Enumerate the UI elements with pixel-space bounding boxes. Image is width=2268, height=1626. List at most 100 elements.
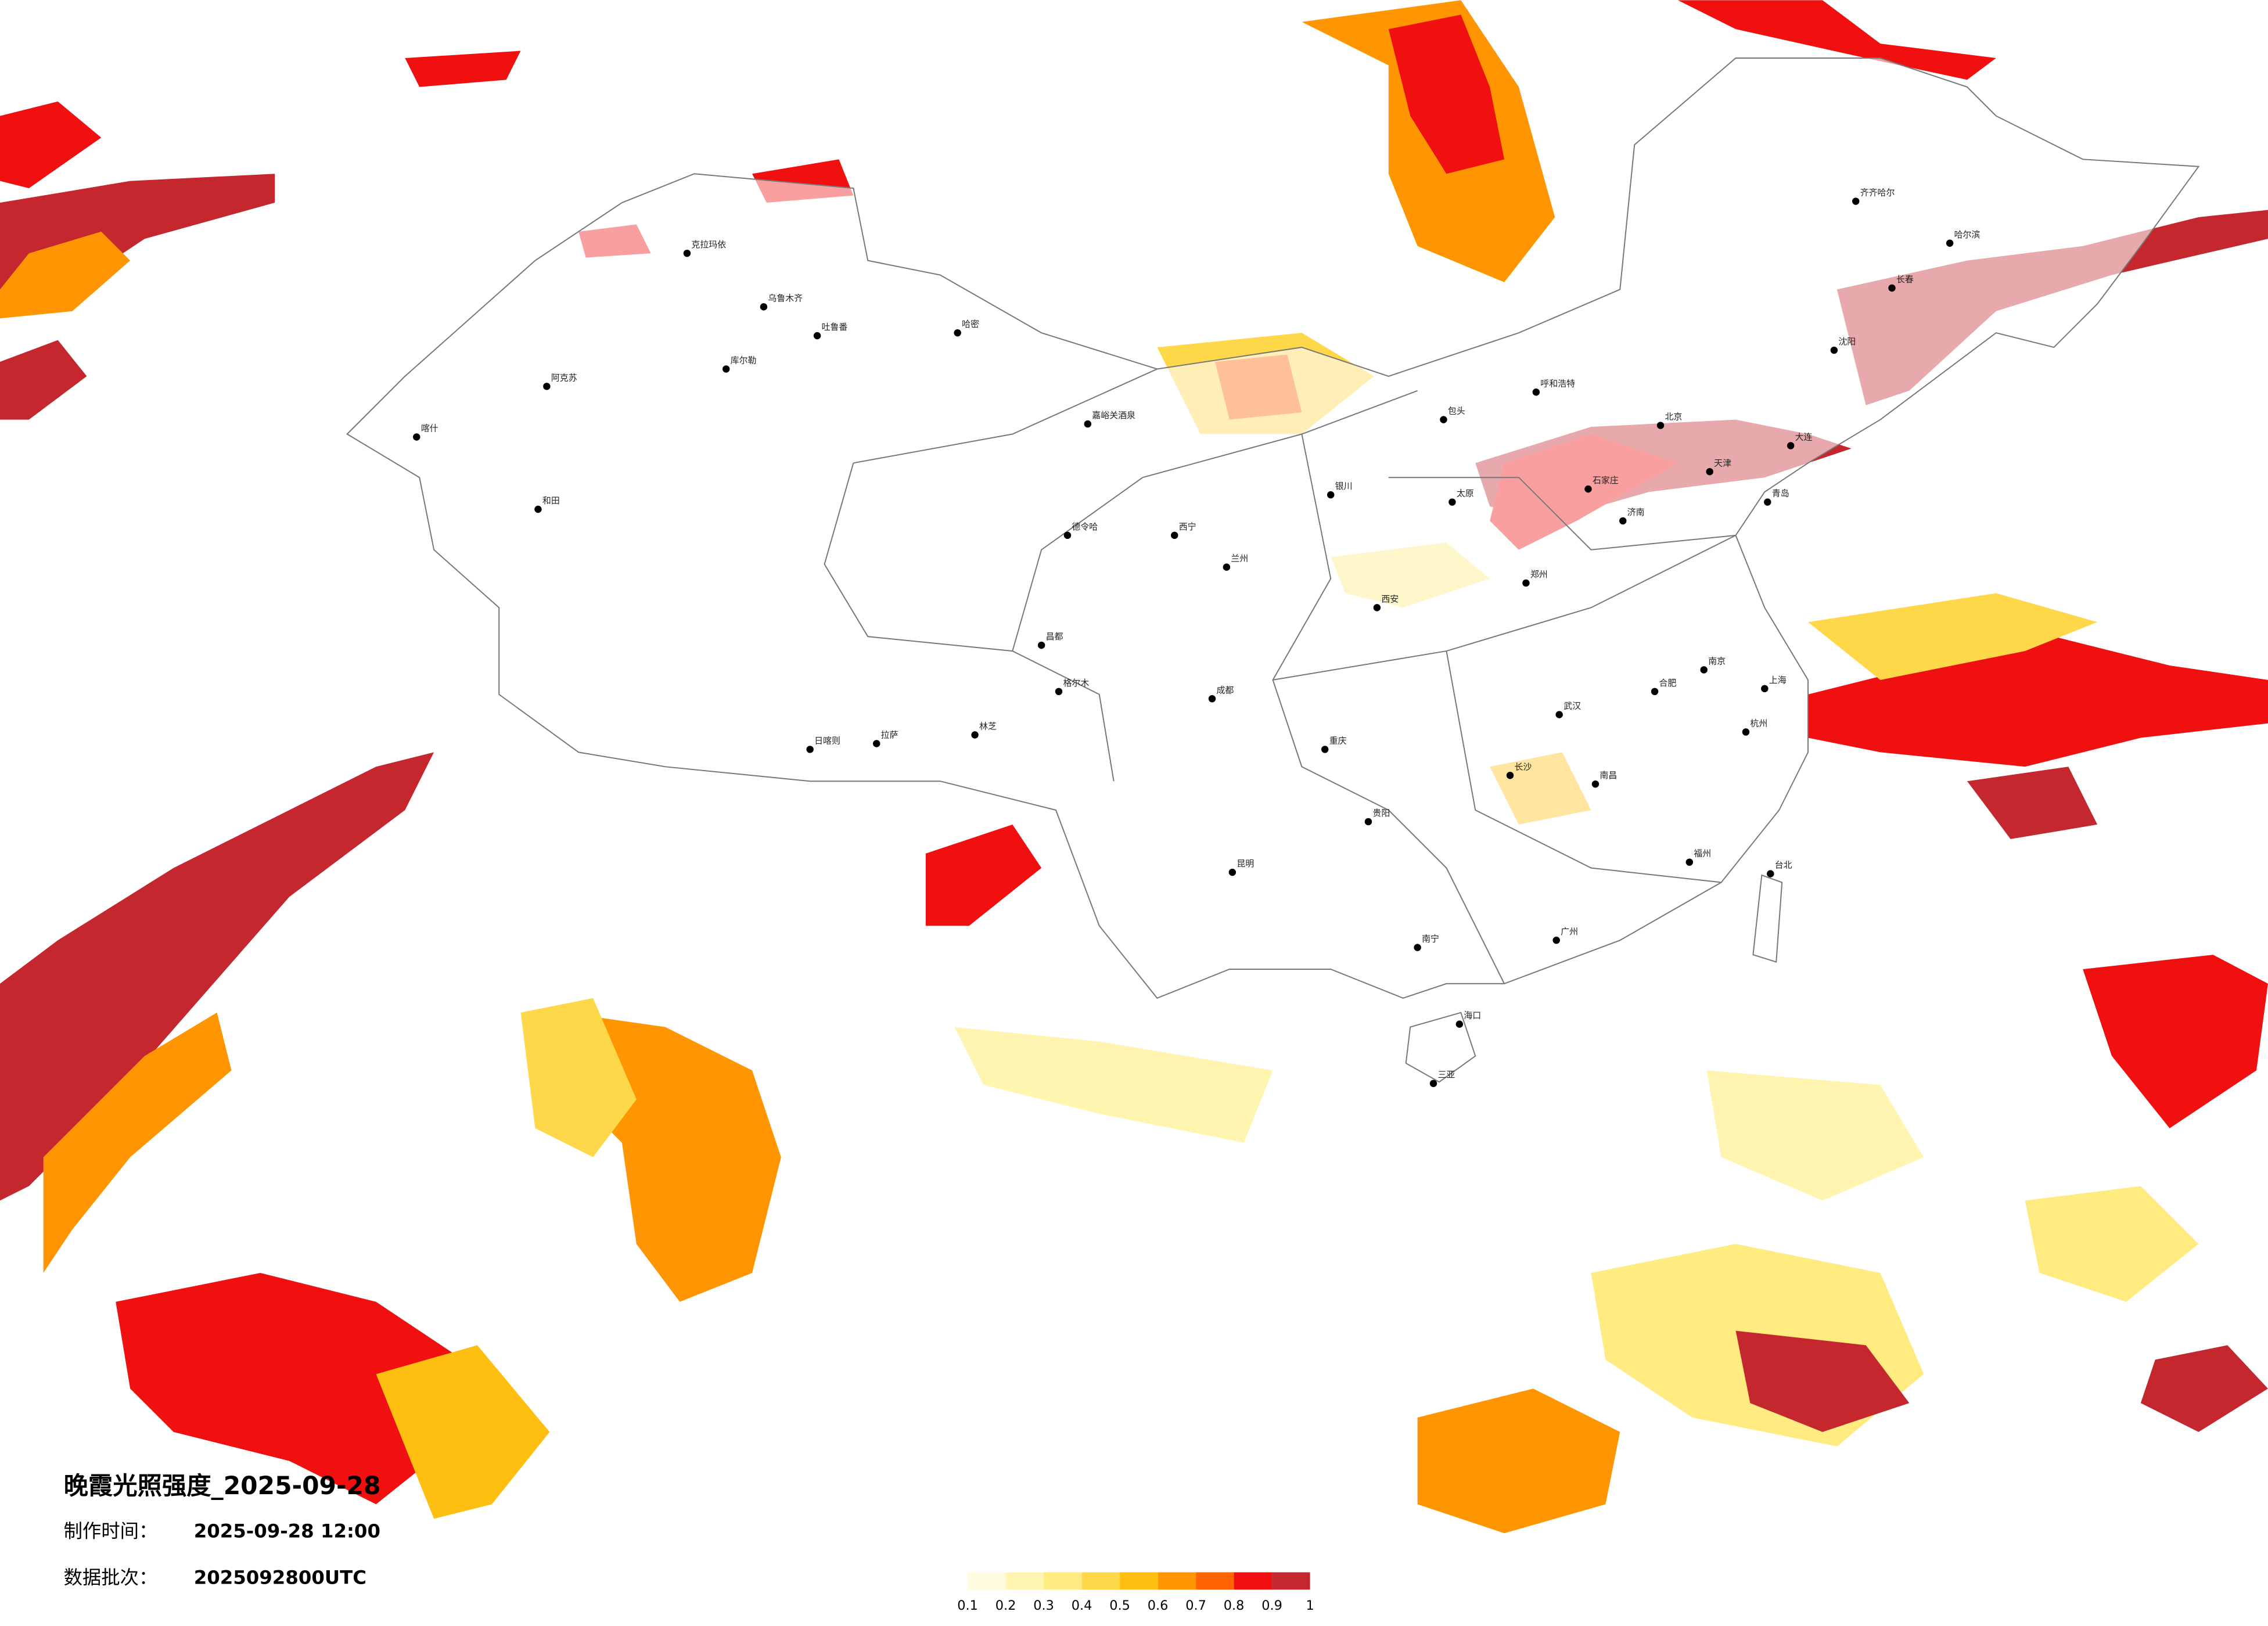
legend-swatch bbox=[1234, 1572, 1273, 1590]
city-label: 齐齐哈尔 bbox=[1860, 188, 1895, 198]
island-outline bbox=[1752, 874, 1783, 963]
city-label: 日喀则 bbox=[814, 735, 840, 746]
city-label: 喀什 bbox=[421, 423, 438, 434]
legend-tick-label: 0.3 bbox=[1033, 1598, 1054, 1613]
city-dot bbox=[722, 365, 730, 373]
city-dot bbox=[813, 332, 821, 340]
heat-region bbox=[2083, 955, 2268, 1128]
city-label: 长沙 bbox=[1514, 761, 1532, 772]
city-label: 西安 bbox=[1381, 593, 1399, 604]
city-dot bbox=[1364, 818, 1372, 826]
city-label: 格尔木 bbox=[1063, 678, 1089, 688]
city-dot bbox=[1656, 422, 1665, 429]
heat-region bbox=[520, 998, 637, 1157]
city-dot bbox=[971, 731, 979, 739]
legend-swatch bbox=[1005, 1572, 1044, 1590]
city-label: 济南 bbox=[1627, 507, 1645, 517]
city-label: 贵阳 bbox=[1372, 808, 1390, 818]
city-label: 银川 bbox=[1335, 481, 1353, 491]
city-dot bbox=[1619, 517, 1627, 525]
city-label: 南昌 bbox=[1600, 770, 1617, 780]
legend-swatch bbox=[1081, 1572, 1120, 1590]
city-label: 青岛 bbox=[1772, 488, 1789, 499]
city-dot bbox=[1055, 688, 1063, 696]
city-dot bbox=[954, 329, 961, 337]
city-label: 长春 bbox=[1896, 274, 1914, 285]
city-label: 成都 bbox=[1216, 685, 1234, 695]
legend-swatch bbox=[1120, 1572, 1158, 1590]
city-dot bbox=[1084, 420, 1092, 428]
city-label: 武汉 bbox=[1563, 701, 1581, 711]
city-dot bbox=[1532, 388, 1540, 396]
city-dot bbox=[1946, 239, 1954, 247]
legend-tick-label: 0.4 bbox=[1072, 1598, 1092, 1613]
city-label: 乌鲁木齐 bbox=[768, 293, 803, 303]
city-label: 海口 bbox=[1464, 1010, 1481, 1021]
city-dot bbox=[1700, 666, 1708, 674]
heat-region bbox=[2025, 1186, 2199, 1302]
city-label: 拉萨 bbox=[881, 729, 898, 740]
legend-tick-label: 0.6 bbox=[1148, 1598, 1169, 1613]
city-label: 杭州 bbox=[1750, 718, 1767, 729]
heat-region bbox=[1417, 1388, 1620, 1534]
city-label: 昆明 bbox=[1237, 858, 1254, 869]
city-label: 重庆 bbox=[1329, 735, 1347, 746]
city-dot bbox=[872, 740, 880, 747]
city-label: 天津 bbox=[1714, 458, 1731, 468]
city-dot bbox=[1685, 858, 1694, 866]
city-dot bbox=[1063, 531, 1072, 539]
city-dot bbox=[1888, 284, 1896, 292]
city-dot bbox=[1506, 772, 1514, 779]
city-dot bbox=[1171, 531, 1178, 539]
legend-tick-label: 0.5 bbox=[1109, 1598, 1130, 1613]
city-dot bbox=[1591, 780, 1600, 788]
legend-tick-label: 0.9 bbox=[1261, 1598, 1282, 1613]
heat-region bbox=[0, 340, 87, 420]
city-dot bbox=[1555, 711, 1563, 718]
city-dot bbox=[1706, 468, 1713, 476]
legend-swatch bbox=[1158, 1572, 1196, 1590]
heat-region bbox=[954, 1027, 1273, 1143]
city-label: 郑州 bbox=[1530, 569, 1548, 580]
heat-region bbox=[43, 1012, 232, 1273]
city-label: 阿克苏 bbox=[551, 372, 577, 383]
city-dot bbox=[1228, 868, 1237, 876]
country-outline bbox=[346, 57, 2200, 999]
heat-region bbox=[1706, 1070, 1924, 1201]
heat-region bbox=[405, 51, 521, 87]
city-dot bbox=[1373, 604, 1381, 611]
city-dot bbox=[760, 303, 768, 311]
city-label: 太原 bbox=[1457, 488, 1474, 499]
city-dot bbox=[1761, 685, 1769, 693]
map-title: 晚霞光照强度_2025-09-28 bbox=[64, 1472, 381, 1500]
city-dot bbox=[683, 249, 691, 257]
city-dot bbox=[1414, 944, 1421, 951]
city-dot bbox=[1455, 1020, 1464, 1028]
city-label: 广州 bbox=[1561, 926, 1578, 937]
city-dot bbox=[413, 433, 420, 441]
city-label: 哈尔滨 bbox=[1954, 229, 1981, 240]
city-dot bbox=[1742, 728, 1750, 736]
legend-tick-label: 0.7 bbox=[1185, 1598, 1206, 1613]
city-dot bbox=[1440, 416, 1447, 423]
city-dot bbox=[1448, 498, 1456, 506]
legend-swatch bbox=[1196, 1572, 1234, 1590]
city-dot bbox=[1037, 641, 1045, 649]
city-dot bbox=[1208, 695, 1216, 703]
legend-tick-label: 1 bbox=[1306, 1598, 1314, 1613]
city-dot bbox=[1852, 197, 1860, 205]
city-dot bbox=[1651, 688, 1659, 696]
city-label: 兰州 bbox=[1231, 553, 1248, 564]
made-time: 2025-09-28 12:00 bbox=[194, 1520, 380, 1542]
legend-swatch bbox=[1272, 1572, 1310, 1590]
legend-tick-label: 0.1 bbox=[957, 1598, 978, 1613]
city-dot bbox=[1522, 579, 1530, 587]
heat-region bbox=[1967, 767, 2098, 839]
city-dot bbox=[543, 383, 551, 390]
city-label: 德令哈 bbox=[1072, 521, 1098, 532]
legend-tick-label: 0.2 bbox=[995, 1598, 1016, 1613]
borders bbox=[346, 57, 2200, 1083]
made-label: 制作时间： bbox=[64, 1520, 158, 1542]
city-dot bbox=[1429, 1080, 1437, 1087]
